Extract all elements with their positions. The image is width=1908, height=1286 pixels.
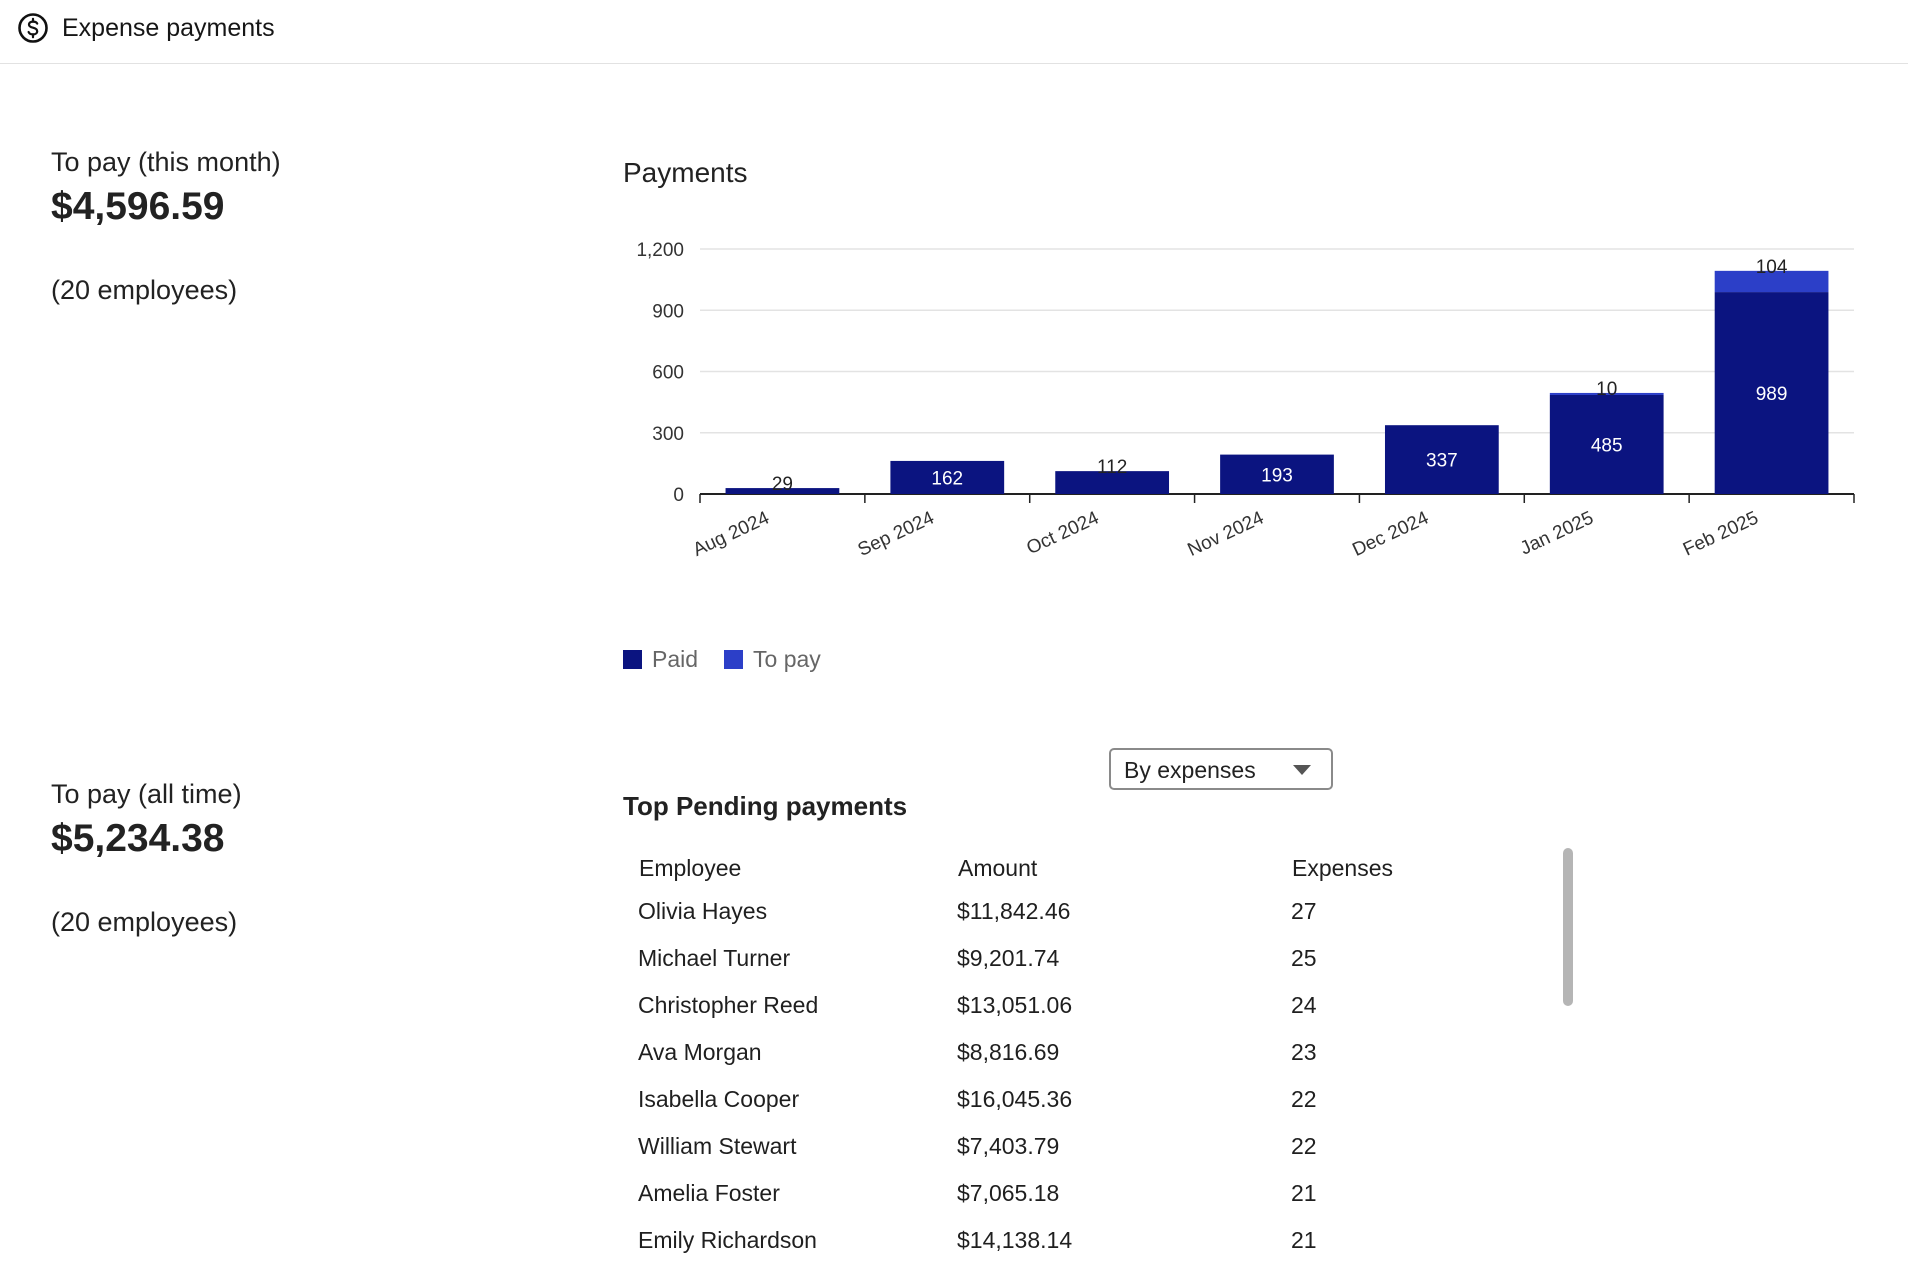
bar-to-pay xyxy=(1549,392,1664,395)
chart-title: Payments xyxy=(623,157,748,188)
to-pay-all-time-value: $5,234.38 xyxy=(51,817,225,860)
table-row[interactable]: Isabella Cooper $16,045.36 22 xyxy=(623,1076,1492,1123)
dollar-circle-icon xyxy=(18,13,48,43)
cell-expenses: 24 xyxy=(1291,992,1317,1018)
cell-expenses: 21 xyxy=(1291,1180,1317,1206)
cell-amount: $7,403.79 xyxy=(957,1133,1060,1159)
bar-to-pay xyxy=(1714,270,1829,293)
column-header-employee[interactable]: Employee xyxy=(639,854,742,881)
bar-paid xyxy=(1220,454,1334,494)
cell-expenses: 23 xyxy=(1291,1039,1317,1065)
cell-expenses: 22 xyxy=(1291,1133,1317,1159)
bar-paid xyxy=(890,460,1005,494)
data-label: 112 xyxy=(1097,457,1127,478)
table-row[interactable]: William Stewart $7,403.79 22 xyxy=(623,1123,1492,1170)
legend-label: Paid xyxy=(652,645,699,672)
data-label: 989 xyxy=(1756,384,1788,405)
y-tick-label: 1,200 xyxy=(636,240,684,261)
cell-employee: Christopher Reed xyxy=(638,992,819,1018)
cell-employee: Ava Morgan xyxy=(638,1039,762,1065)
pending-payments-table-container[interactable]: Employee Amount Expenses Olivia Hayes $1… xyxy=(623,848,1583,1286)
cell-expenses: 21 xyxy=(1291,1227,1317,1253)
cell-amount: $7,065.18 xyxy=(957,1180,1060,1206)
sort-by-select[interactable]: By expenses xyxy=(1109,748,1333,790)
cell-employee: Michael Turner xyxy=(638,945,791,971)
data-label: 485 xyxy=(1591,435,1623,456)
cell-expenses: 27 xyxy=(1291,898,1317,924)
x-tick-label: Dec 2024 xyxy=(1349,507,1432,561)
payments-chart: 0 300 600 900 1,200 29 Aug 2024 162 Sep 2024 112 O… xyxy=(636,240,1855,561)
x-tick-label: Feb 2025 xyxy=(1680,507,1762,560)
bar-paid xyxy=(1384,425,1499,494)
table-row[interactable]: Ava Morgan $8,816.69 23 xyxy=(623,1029,1492,1076)
cell-amount: $9,201.74 xyxy=(957,945,1060,971)
y-tick-label: 0 xyxy=(673,485,684,506)
x-tick-label: Sep 2024 xyxy=(855,507,938,561)
cell-expenses: 25 xyxy=(1291,945,1317,971)
data-label: 104 xyxy=(1756,257,1788,278)
cell-amount: $13,051.06 xyxy=(957,992,1073,1018)
pending-payments-table: Employee Amount Expenses Olivia Hayes $1… xyxy=(623,848,1492,1264)
y-tick-label: 600 xyxy=(652,363,684,384)
to-pay-all-time-label: To pay (all time) xyxy=(51,779,242,809)
to-pay-month-employees: (20 employees) xyxy=(51,275,238,305)
data-label: 10 xyxy=(1596,379,1617,400)
data-label: 29 xyxy=(772,474,793,495)
page-title: Expense payments xyxy=(62,14,275,42)
y-tick-label: 900 xyxy=(652,301,684,322)
table-row[interactable]: Emily Richardson $14,138.14 21 xyxy=(623,1217,1492,1264)
legend-swatch xyxy=(623,649,642,669)
legend-item[interactable]: To pay xyxy=(724,646,821,673)
column-header-amount[interactable]: Amount xyxy=(958,854,1038,881)
page-header: Expense payments xyxy=(0,0,1908,64)
bar-paid xyxy=(1055,471,1170,494)
to-pay-all-time-employees: (20 employees) xyxy=(51,907,238,937)
table-row[interactable]: Christopher Reed $13,051.06 24 xyxy=(623,982,1492,1029)
legend-swatch xyxy=(724,649,744,669)
y-tick-label: 300 xyxy=(652,424,684,445)
sort-by-select-value: By expenses xyxy=(1124,757,1256,783)
cell-employee: Isabella Cooper xyxy=(638,1086,800,1112)
to-pay-month-value: $4,596.59 xyxy=(51,185,225,228)
bar-paid xyxy=(1714,292,1829,494)
bar-paid xyxy=(725,488,840,494)
data-label: 162 xyxy=(931,468,963,489)
x-tick-label: Jan 2025 xyxy=(1517,507,1597,559)
x-tick-label: Nov 2024 xyxy=(1185,507,1268,561)
cell-amount: $8,816.69 xyxy=(957,1039,1060,1065)
x-tick-label: Oct 2024 xyxy=(1023,507,1102,559)
table-scrollbar[interactable] xyxy=(1563,848,1573,1006)
pending-payments-title: Top Pending payments xyxy=(623,791,908,821)
cell-amount: $16,045.36 xyxy=(957,1086,1073,1112)
chevron-down-icon xyxy=(1293,765,1311,775)
cell-amount: $14,138.14 xyxy=(957,1227,1073,1253)
cell-employee: Emily Richardson xyxy=(638,1227,817,1253)
to-pay-month-label: To pay (this month) xyxy=(51,147,281,177)
table-row[interactable]: Michael Turner $9,201.74 25 xyxy=(623,935,1492,982)
cell-employee: William Stewart xyxy=(638,1133,797,1159)
legend-item[interactable]: Paid xyxy=(623,646,698,673)
data-label: 193 xyxy=(1261,465,1293,486)
table-row[interactable]: Olivia Hayes $11,842.46 27 xyxy=(623,888,1492,935)
data-label: 337 xyxy=(1426,451,1458,472)
column-header-expenses[interactable]: Expenses xyxy=(1292,854,1394,881)
cell-employee: Olivia Hayes xyxy=(638,898,768,924)
chart-legend: Paid To pay xyxy=(623,644,847,674)
bar-paid xyxy=(1549,394,1664,494)
legend-label: To pay xyxy=(753,645,821,672)
cell-employee: Amelia Foster xyxy=(638,1180,780,1206)
table-header-row: Employee Amount Expenses xyxy=(623,848,1492,888)
cell-amount: $11,842.46 xyxy=(957,898,1071,924)
cell-expenses: 22 xyxy=(1291,1086,1317,1112)
table-row[interactable]: Amelia Foster $7,065.18 21 xyxy=(623,1170,1492,1217)
x-tick-label: Aug 2024 xyxy=(690,507,773,561)
